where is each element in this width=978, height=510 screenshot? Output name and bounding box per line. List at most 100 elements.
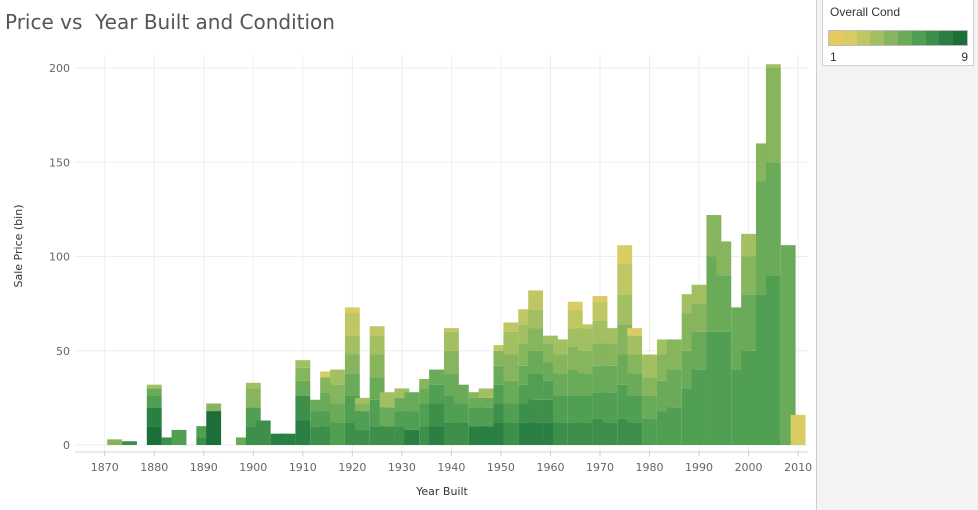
bar-segment[interactable] (206, 411, 222, 445)
bar-segment[interactable] (716, 241, 732, 276)
bar-segment[interactable] (666, 339, 682, 370)
bar-segment[interactable] (577, 350, 593, 374)
bar-segment[interactable] (592, 296, 608, 302)
bar-segment[interactable] (552, 354, 568, 374)
bar-segment[interactable] (602, 422, 618, 445)
bar-segment[interactable] (577, 395, 593, 423)
bar-segment[interactable] (503, 403, 519, 423)
bar-segment[interactable] (369, 335, 385, 355)
bar-segment[interactable] (627, 328, 643, 336)
bar-segment[interactable] (107, 439, 123, 445)
bar-segment[interactable] (344, 313, 360, 336)
bar-segment[interactable] (404, 392, 420, 412)
bar-segment[interactable] (369, 354, 385, 378)
bar-segment[interactable] (691, 331, 707, 370)
bar-segment[interactable] (741, 350, 756, 445)
bar-segment[interactable] (344, 335, 360, 355)
bar-segment[interactable] (419, 379, 435, 389)
bar-segment[interactable] (429, 369, 444, 385)
bar-segment[interactable] (196, 426, 212, 438)
bar-segment[interactable] (627, 354, 643, 374)
bar-segment[interactable] (354, 403, 370, 412)
bar-segment[interactable] (478, 426, 494, 445)
bar-segment[interactable] (552, 339, 568, 355)
bar-segment[interactable] (503, 354, 519, 381)
bar-segment[interactable] (146, 384, 162, 389)
bar-segment[interactable] (344, 307, 360, 314)
bar-segment[interactable] (567, 309, 583, 329)
bar-segment[interactable] (567, 301, 583, 310)
bar-segment[interactable] (429, 384, 444, 404)
bar-segment[interactable] (453, 422, 469, 445)
bar-segment[interactable] (320, 371, 336, 378)
bar-segment[interactable] (666, 369, 682, 408)
bar-segment[interactable] (295, 420, 311, 446)
bar-segment[interactable] (245, 382, 261, 389)
bar-segment[interactable] (161, 437, 177, 445)
bar-segment[interactable] (493, 345, 509, 351)
bar-segment[interactable] (429, 403, 444, 427)
bar-segment[interactable] (617, 294, 633, 325)
bar-segment[interactable] (503, 322, 519, 332)
bar-segment[interactable] (369, 326, 385, 336)
bar-segment[interactable] (453, 403, 469, 423)
bar-segment[interactable] (235, 437, 251, 445)
bar-segment[interactable] (642, 354, 657, 378)
bar-segment[interactable] (528, 373, 544, 400)
bar-segment[interactable] (528, 422, 544, 445)
bar-segment[interactable] (528, 399, 544, 423)
bar-segment[interactable] (379, 392, 395, 408)
bar-segment[interactable] (691, 303, 707, 332)
bar-segment[interactable] (330, 369, 345, 385)
bar-segment[interactable] (528, 328, 544, 351)
bar-segment[interactable] (330, 384, 345, 404)
bar-segment[interactable] (468, 392, 484, 398)
bar-segment[interactable] (404, 429, 420, 445)
bar-segment[interactable] (617, 245, 633, 265)
bar-segment[interactable] (354, 411, 370, 430)
bar-segment[interactable] (503, 422, 519, 445)
bar-segment[interactable] (691, 284, 707, 304)
bar-segment[interactable] (528, 350, 544, 374)
bar-segment[interactable] (354, 397, 370, 404)
bar-segment[interactable] (741, 256, 756, 295)
bar-segment[interactable] (270, 433, 286, 445)
bar-segment[interactable] (592, 301, 608, 321)
bar-segment[interactable] (627, 395, 643, 423)
bar-segment[interactable] (627, 335, 643, 355)
bar-segment[interactable] (295, 380, 311, 396)
bar-segment[interactable] (577, 373, 593, 396)
bar-segment[interactable] (255, 420, 271, 446)
bar-segment[interactable] (330, 403, 345, 423)
bar-segment[interactable] (577, 324, 593, 329)
bar-segment[interactable] (741, 294, 756, 351)
bar-segment[interactable] (122, 441, 137, 445)
bar-segment[interactable] (642, 395, 657, 419)
bar-segment[interactable] (503, 331, 519, 355)
bar-segment[interactable] (146, 388, 162, 396)
bar-segment[interactable] (295, 395, 311, 421)
bar-segment[interactable] (765, 162, 781, 276)
bar-segment[interactable] (627, 422, 643, 445)
bar-segment[interactable] (716, 331, 732, 445)
bar-segment[interactable] (330, 422, 345, 445)
bar-segment[interactable] (310, 399, 326, 412)
bar-segment[interactable] (146, 395, 162, 408)
bar-segment[interactable] (379, 426, 395, 445)
bar-segment[interactable] (503, 380, 519, 404)
bar-segment[interactable] (443, 328, 459, 332)
bar-segment[interactable] (552, 395, 568, 423)
bar-segment[interactable] (245, 388, 261, 408)
bar-segment[interactable] (691, 369, 707, 445)
bar-segment[interactable] (780, 245, 796, 445)
bar-segment[interactable] (429, 426, 444, 445)
bar-segment[interactable] (478, 397, 494, 408)
bar-segment[interactable] (379, 407, 395, 427)
bar-segment[interactable] (528, 309, 544, 329)
bar-segment[interactable] (295, 367, 311, 381)
bar-segment[interactable] (602, 343, 618, 366)
bar-segment[interactable] (344, 354, 360, 374)
bar-segment[interactable] (765, 64, 781, 68)
bar-segment[interactable] (344, 373, 360, 396)
bar-segment[interactable] (666, 407, 682, 445)
